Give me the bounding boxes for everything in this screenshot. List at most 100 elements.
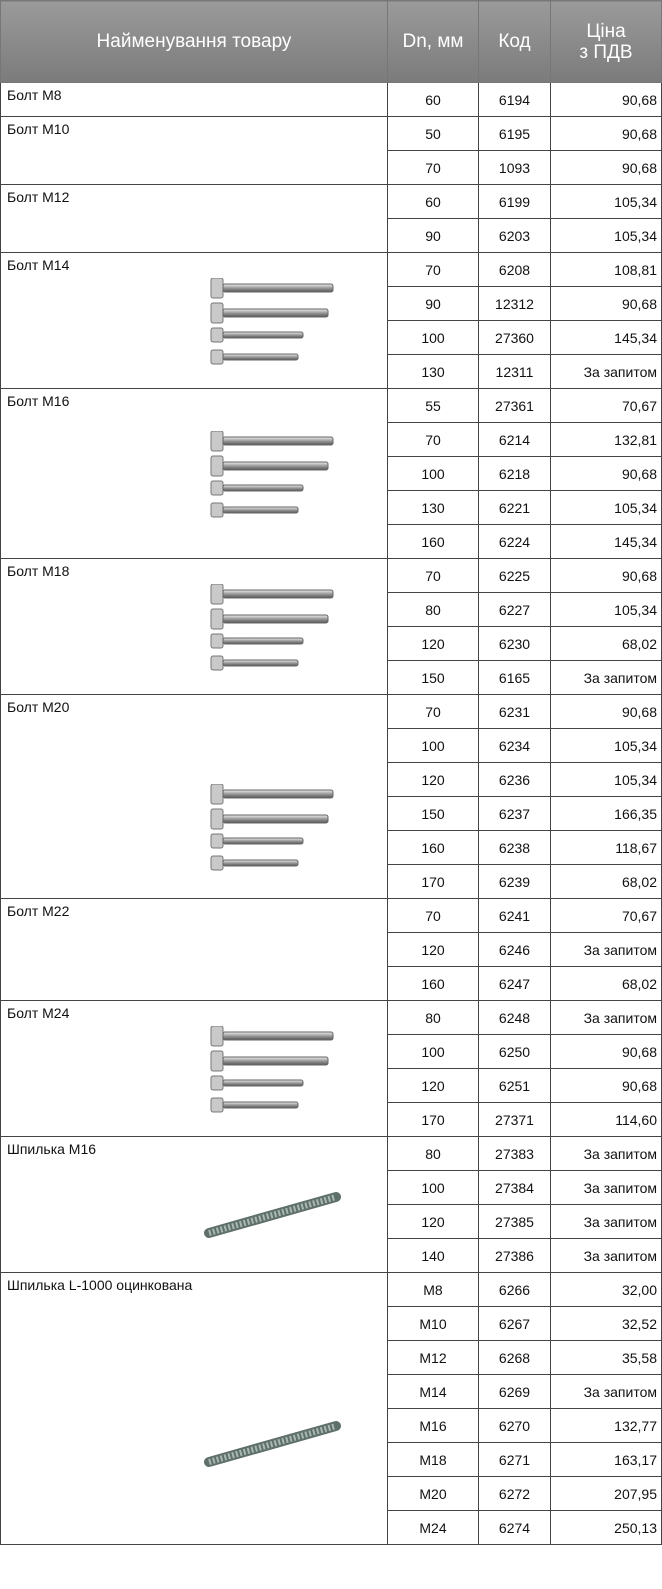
table-row: Болт М20 70 6231 90,68 (0, 694, 662, 899)
price-cell: За запитом (550, 932, 662, 967)
stud-image (204, 1191, 341, 1238)
price-cell: 90,68 (550, 116, 662, 151)
dn-cell: 150 (387, 660, 479, 695)
price-cell: 132,77 (550, 1408, 662, 1443)
table-row: 160 6224 145,34 (1, 524, 662, 559)
product-name-text: Болт М8 (7, 87, 62, 103)
code-cell: 6208 (478, 252, 551, 287)
bolts-image (210, 277, 334, 365)
dn-cell: М10 (387, 1306, 479, 1341)
code-cell: 27360 (478, 320, 551, 355)
dn-cell: 130 (387, 490, 479, 525)
product-name: Болт М18 (0, 558, 388, 695)
price-cell: 105,34 (550, 490, 662, 525)
product-name-text: Болт М18 (7, 563, 70, 579)
table-row: Болт М22 70 6241 70,67 (0, 898, 662, 1001)
dn-cell: 90 (387, 218, 479, 253)
price-cell: 70,67 (550, 388, 662, 423)
table-row: 100 27360 145,34 (1, 320, 662, 355)
dn-cell: 100 (387, 320, 479, 355)
dn-cell: 170 (387, 1102, 479, 1137)
code-cell: 6221 (478, 490, 551, 525)
table-row: 150 6237 166,35 (1, 796, 662, 831)
dn-cell: 70 (387, 252, 479, 287)
product-name-text: Болт М16 (7, 393, 70, 409)
code-cell: 12312 (478, 286, 551, 321)
header-price-line: з ПДВ (579, 41, 633, 63)
price-cell: 35,58 (550, 1340, 662, 1375)
code-cell: 12311 (478, 354, 551, 389)
dn-cell: 80 (387, 592, 479, 627)
code-cell: 6270 (478, 1408, 551, 1443)
code-cell: 6231 (478, 694, 551, 729)
code-cell: 6199 (478, 184, 551, 219)
price-cell: 105,34 (550, 762, 662, 797)
header-price-line: Ціна (586, 20, 626, 42)
code-cell: 6237 (478, 796, 551, 831)
price-cell: 90,68 (550, 558, 662, 593)
price-cell: 70,67 (550, 898, 662, 933)
price-cell: 105,34 (550, 592, 662, 627)
code-cell: 6225 (478, 558, 551, 593)
product-name: Болт М14 (0, 252, 388, 389)
code-cell: 6267 (478, 1306, 551, 1341)
table-row: 100 6218 90,68 (1, 456, 662, 491)
product-name-text: Шпилька L-1000 оцинкована (7, 1277, 193, 1293)
price-cell: 32,00 (550, 1272, 662, 1307)
header-code: Код (478, 0, 551, 83)
code-cell: 27361 (478, 388, 551, 423)
table-row: 140 27386 За запитом (1, 1238, 662, 1273)
stud-image (204, 1421, 341, 1468)
price-cell: 68,02 (550, 864, 662, 899)
table-row: 120 6246 За запитом (1, 932, 662, 967)
table-row: М20 6272 207,95 (1, 1476, 662, 1511)
code-cell: 27371 (478, 1102, 551, 1137)
code-cell: 6241 (478, 898, 551, 933)
dn-cell: М14 (387, 1374, 479, 1409)
product-name-text: Болт М22 (7, 903, 70, 919)
code-cell: 6238 (478, 830, 551, 865)
table-row: 80 6227 105,34 (1, 592, 662, 627)
dn-cell: 50 (387, 116, 479, 151)
dn-cell: М24 (387, 1510, 479, 1545)
price-cell: За запитом (550, 1374, 662, 1409)
code-cell: 6246 (478, 932, 551, 967)
price-cell: За запитом (550, 354, 662, 389)
code-cell: 6271 (478, 1442, 551, 1477)
header-price: Ціна з ПДВ (550, 0, 662, 83)
code-cell: 6194 (478, 82, 551, 117)
code-cell: 6227 (478, 592, 551, 627)
product-name-text: Болт М24 (7, 1005, 70, 1021)
header-dn: Dn, мм (387, 0, 479, 83)
product-name-text: Болт М20 (7, 699, 70, 715)
price-cell: За запитом (550, 1170, 662, 1205)
dn-cell: 140 (387, 1238, 479, 1273)
code-cell: 6268 (478, 1340, 551, 1375)
product-name: Болт М20 (0, 694, 388, 899)
code-cell: 27385 (478, 1204, 551, 1239)
code-cell: 6203 (478, 218, 551, 253)
dn-cell: М20 (387, 1476, 479, 1511)
table-row: М14 6269 За запитом (1, 1374, 662, 1409)
code-cell: 27384 (478, 1170, 551, 1205)
price-cell: 90,68 (550, 1034, 662, 1069)
table-row: М10 6267 32,52 (1, 1306, 662, 1341)
dn-cell: 70 (387, 694, 479, 729)
price-cell: 90,68 (550, 456, 662, 491)
dn-cell: 60 (387, 82, 479, 117)
price-cell: 250,13 (550, 1510, 662, 1545)
bolts-image (210, 430, 334, 518)
dn-cell: М12 (387, 1340, 479, 1375)
table-row: 70 1093 90,68 (1, 150, 662, 185)
table-row: М24 6274 250,13 (1, 1510, 662, 1545)
price-cell: 90,68 (550, 1068, 662, 1103)
dn-cell: 100 (387, 1170, 479, 1205)
table-row: 130 6221 105,34 (1, 490, 662, 525)
price-cell: 68,02 (550, 626, 662, 661)
table-row: Болт М24 80 6248 За запитом (0, 1000, 662, 1137)
price-cell: 166,35 (550, 796, 662, 831)
code-cell: 6247 (478, 966, 551, 1001)
table-row: Болт М16 55 27361 70,67 (0, 388, 662, 559)
product-name-text: Шпилька М16 (7, 1141, 97, 1157)
table-row: 100 27384 За запитом (1, 1170, 662, 1205)
